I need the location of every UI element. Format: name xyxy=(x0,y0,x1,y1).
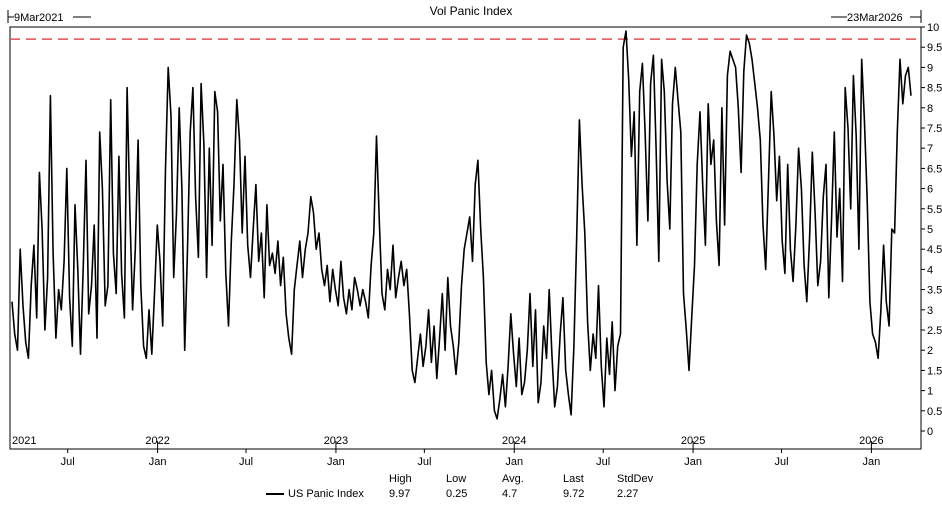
x-year-label: 2025 xyxy=(681,435,705,447)
y-tick-label: 1.5 xyxy=(927,365,942,377)
y-tick-label: 4.5 xyxy=(927,244,942,256)
x-month-label: Jan xyxy=(863,456,881,468)
plot-frame xyxy=(9,26,922,450)
y-tick-label: 6 xyxy=(927,184,933,196)
y-tick-label: 8.5 xyxy=(927,83,942,95)
stat-value-low: 0.25 xyxy=(446,488,468,500)
x-year-label: 2021 xyxy=(12,435,36,447)
x-month-label: Jan xyxy=(505,456,523,468)
stat-value-last: 9.72 xyxy=(563,488,585,500)
y-tick-label: 3.5 xyxy=(927,285,942,297)
x-year-label: 2022 xyxy=(145,435,169,447)
legend-series-name: US Panic Index xyxy=(288,488,364,500)
y-tick-label: 0 xyxy=(927,426,933,438)
x-year-label: 2023 xyxy=(324,435,348,447)
y-tick-label: 5 xyxy=(927,224,933,236)
y-tick-label: 1 xyxy=(927,386,933,398)
x-year-label: 2024 xyxy=(502,435,526,447)
start-date-label: 9Mar2021 xyxy=(14,12,64,24)
y-tick-label: 4 xyxy=(927,264,933,276)
x-month-label: Jan xyxy=(149,456,167,468)
x-month-label: Jul xyxy=(596,456,610,468)
y-tick-label: 0.5 xyxy=(927,406,942,418)
y-tick-label: 2.5 xyxy=(927,325,942,337)
y-tick-label: 7 xyxy=(927,143,933,155)
y-tick-label: 3 xyxy=(927,305,933,317)
y-tick-label: 9.5 xyxy=(927,42,942,54)
series-line xyxy=(11,30,912,420)
x-axis: 2021 2022 2023 2024 2025 2026 Jul Jan Jul Jan Jul J… xyxy=(12,435,884,468)
x-month-label: Jul xyxy=(61,456,75,468)
end-date-label: 23Mar2026 xyxy=(847,12,903,24)
y-tick-label: 9 xyxy=(927,62,933,74)
x-month-label: Jul xyxy=(774,456,788,468)
stat-label-avg: Avg. xyxy=(502,473,524,485)
x-month-label: Jan xyxy=(327,456,345,468)
x-month-label: Jul xyxy=(417,456,431,468)
y-tick-label: 2 xyxy=(927,345,933,357)
y-tick-label: 5.5 xyxy=(927,204,942,216)
legend-stats: High Low Avg. Last StdDev US Panic Index… xyxy=(0,470,942,509)
y-axis: 0 0.5 1 1.5 2 2.5 3 3.5 4 4.5 5 5.5 6 6.5 7 7.5 8 8.5 9 9.5… xyxy=(921,22,942,438)
stat-label-low: Low xyxy=(446,473,467,485)
stat-label-stddev: StdDev xyxy=(617,473,654,485)
stat-label-high: High xyxy=(389,473,412,485)
stat-value-avg: 4.7 xyxy=(502,488,518,500)
y-tick-label: 6.5 xyxy=(927,163,942,175)
chart-svg: Vol Panic Index 9Mar2021 23Mar2026 0 0.5 1… xyxy=(7,4,942,468)
legend-swatch xyxy=(266,493,284,495)
stat-value-stddev: 2.27 xyxy=(617,488,639,500)
y-tick-label: 8 xyxy=(927,103,933,115)
stat-value-high: 9.97 xyxy=(389,488,411,500)
stat-label-last: Last xyxy=(563,473,584,485)
x-year-label: 2026 xyxy=(859,435,883,447)
y-tick-label: 7.5 xyxy=(927,123,942,135)
x-month-label: Jul xyxy=(239,456,253,468)
chart-title: Vol Panic Index xyxy=(430,4,513,18)
y-tick-label: 10 xyxy=(927,22,939,34)
x-month-label: Jan xyxy=(684,456,702,468)
